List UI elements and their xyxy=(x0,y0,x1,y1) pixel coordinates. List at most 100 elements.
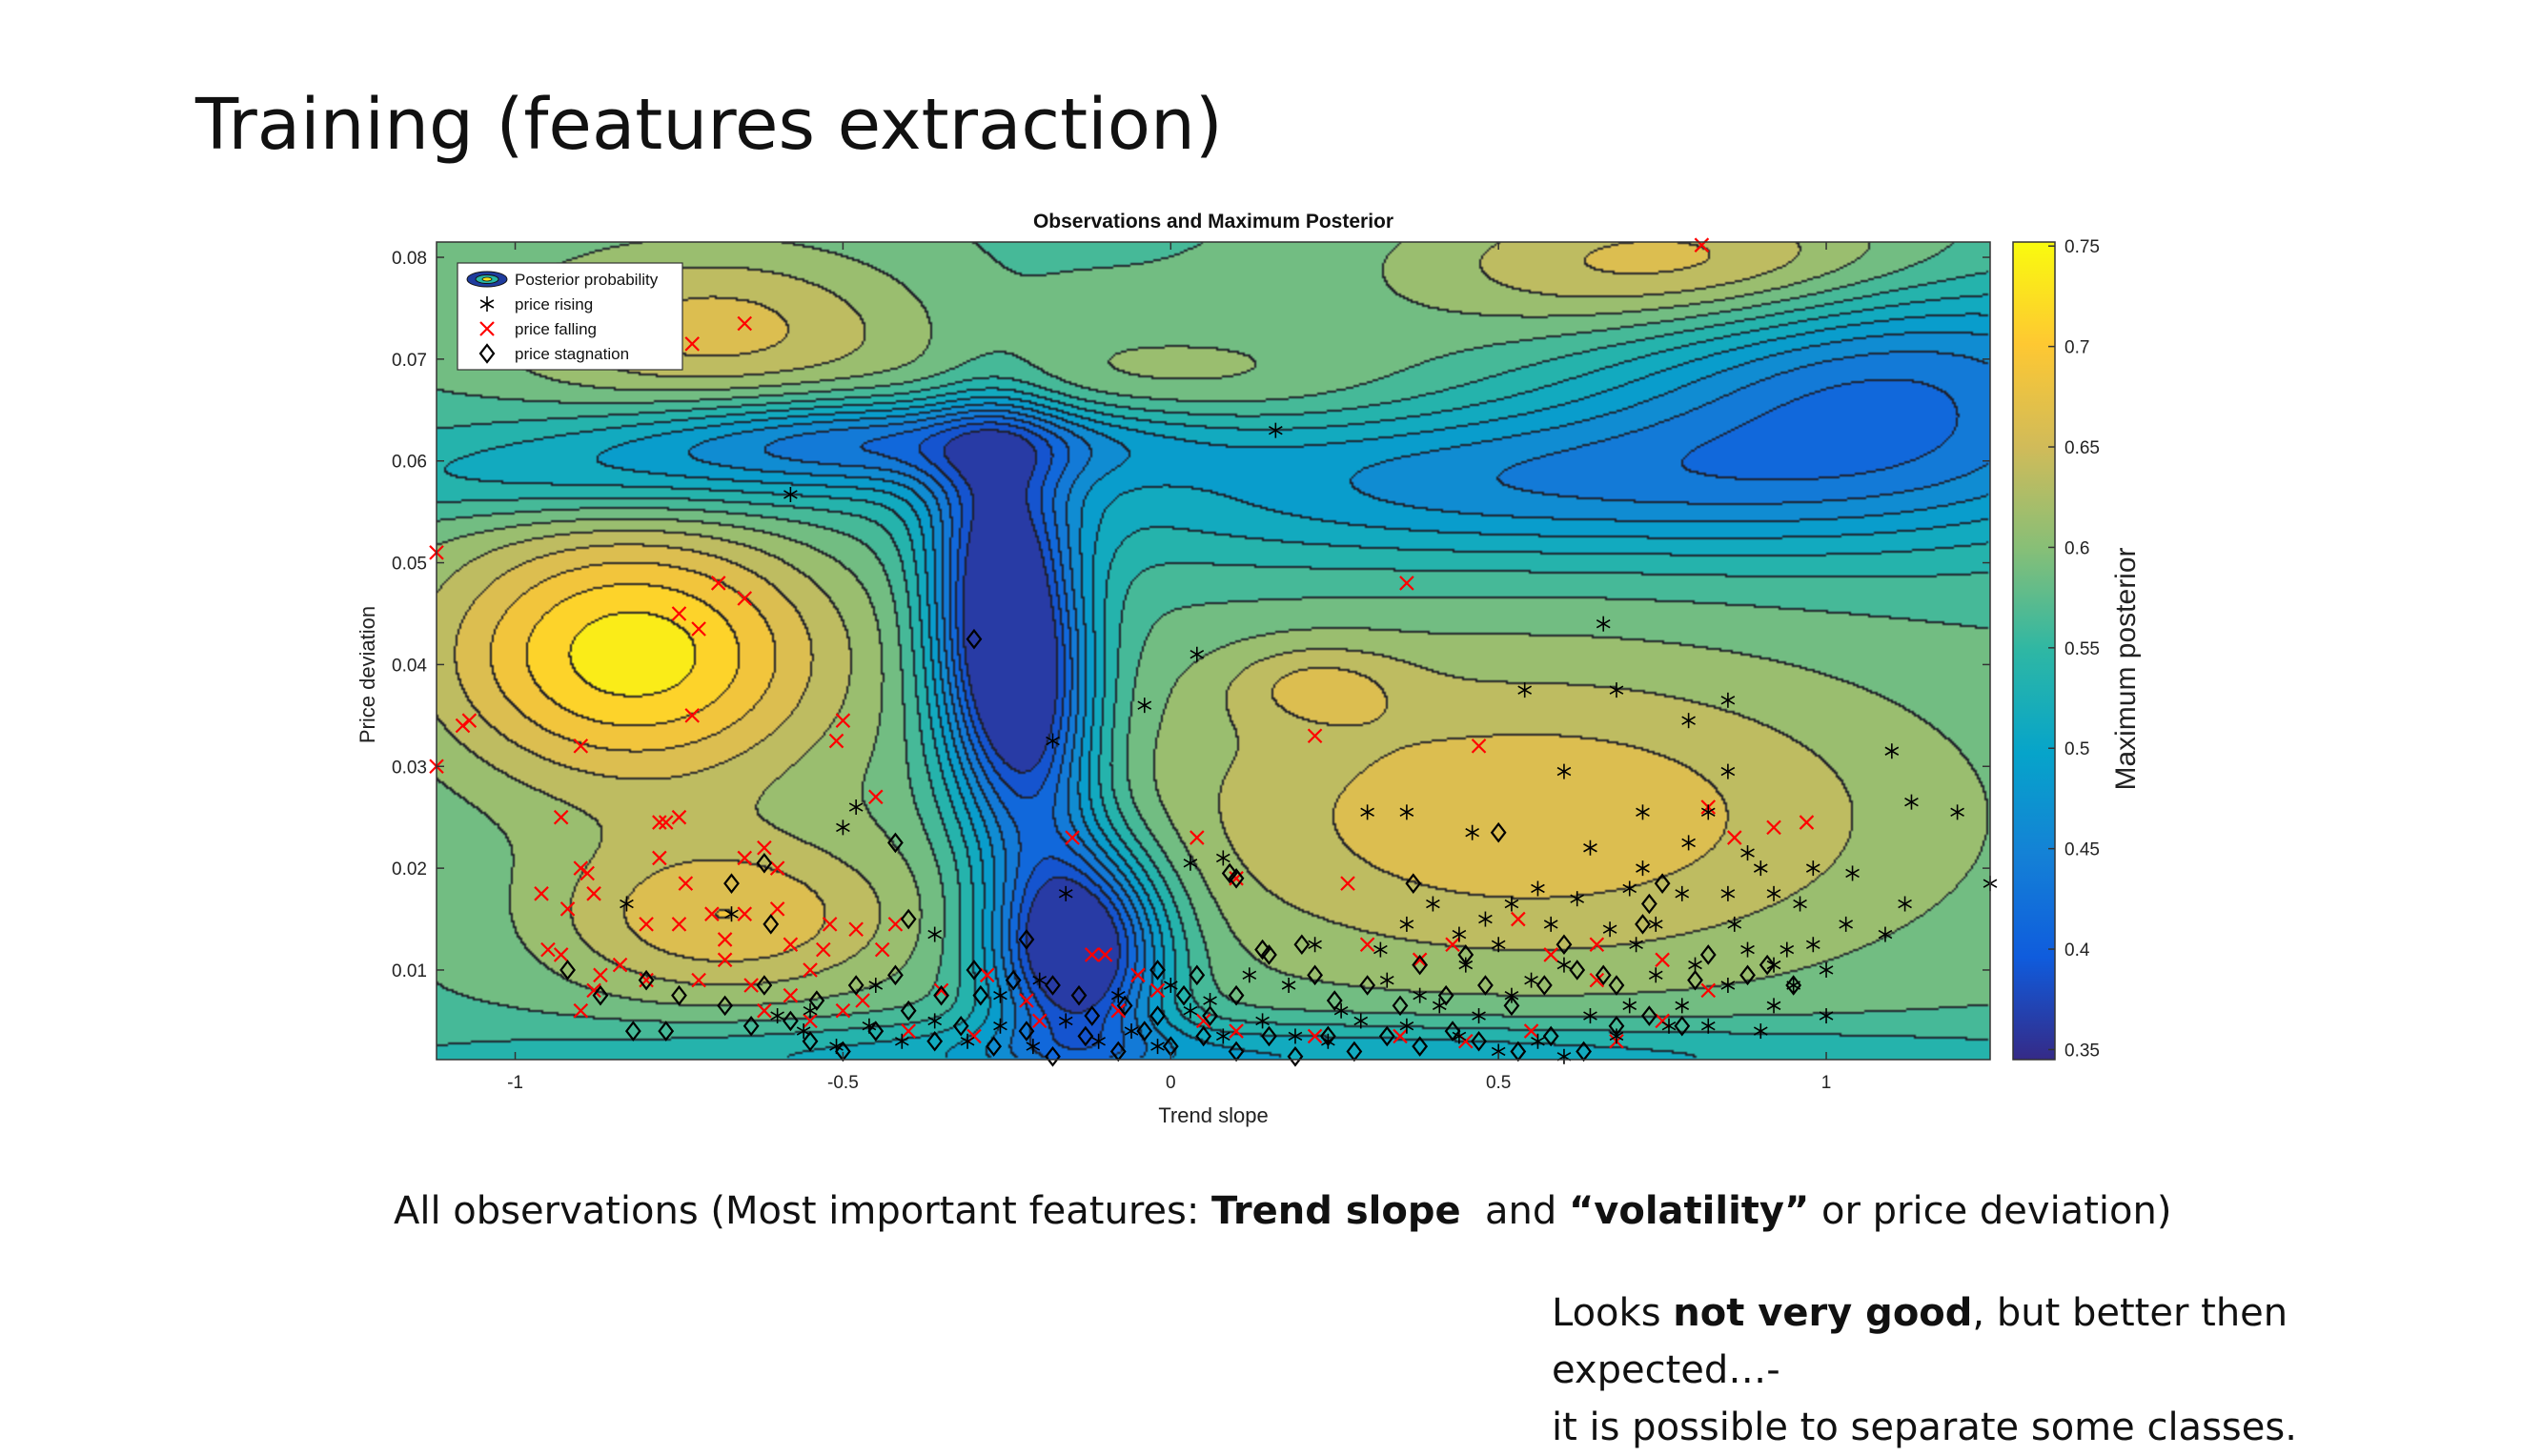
data-point xyxy=(1149,960,1166,981)
data-point xyxy=(1399,804,1414,820)
data-point xyxy=(1531,880,1545,897)
data-point xyxy=(710,576,726,591)
data-point xyxy=(1077,1025,1094,1047)
data-point xyxy=(1005,969,1022,991)
data-point xyxy=(1426,896,1440,912)
data-point xyxy=(724,906,739,922)
legend: Posterior probability price rising price f… xyxy=(457,262,683,371)
data-point xyxy=(639,917,654,932)
data-point xyxy=(1608,1015,1625,1037)
data-point xyxy=(1465,824,1479,840)
data-point xyxy=(835,1002,851,1019)
data-point xyxy=(717,995,734,1017)
data-point xyxy=(559,960,576,981)
data-point xyxy=(756,975,773,996)
data-point xyxy=(1589,972,1605,988)
data-point xyxy=(1635,914,1651,935)
data-point xyxy=(1511,911,1526,927)
data-point xyxy=(1084,947,1100,962)
data-point xyxy=(1595,964,1612,986)
data-point xyxy=(1136,1021,1153,1041)
data-point xyxy=(993,987,1007,1003)
data-point xyxy=(1884,743,1900,759)
plot-frame xyxy=(436,241,1991,1061)
data-point xyxy=(1202,1005,1218,1026)
data-point xyxy=(756,852,773,874)
data-point xyxy=(1491,937,1506,953)
data-point xyxy=(1116,995,1133,1017)
data-point xyxy=(855,993,870,1008)
series-asterisk xyxy=(620,422,1998,1064)
data-point xyxy=(1413,987,1427,1003)
data-point xyxy=(1720,763,1736,779)
data-point xyxy=(461,713,478,728)
data-point xyxy=(1700,982,1717,999)
data-point xyxy=(1556,957,1572,973)
data-point xyxy=(803,962,818,978)
data-point xyxy=(1793,896,1807,912)
x-tick-label: 1 xyxy=(1821,1073,1832,1093)
y-tick-label: 0.04 xyxy=(392,656,427,676)
data-point xyxy=(1215,1028,1230,1044)
data-point xyxy=(684,336,701,352)
data-point xyxy=(1583,1008,1597,1024)
data-point xyxy=(979,967,995,983)
data-point xyxy=(1110,987,1126,1003)
colorbar-tick-label: 0.35 xyxy=(2064,1041,2100,1061)
caption-bold-volatility: “volatility” xyxy=(1568,1189,1810,1233)
legend-swatch xyxy=(479,296,495,312)
data-point xyxy=(1432,998,1447,1014)
data-point xyxy=(960,1033,975,1049)
data-point xyxy=(1399,916,1414,932)
data-point xyxy=(1195,1013,1211,1029)
data-point xyxy=(1950,804,1964,820)
data-point xyxy=(1602,921,1617,938)
data-point xyxy=(1699,944,1717,965)
data-point xyxy=(737,315,753,332)
data-point xyxy=(836,819,850,836)
data-point xyxy=(658,1021,675,1041)
data-point xyxy=(1229,1023,1244,1039)
data-point xyxy=(1221,862,1238,884)
data-point xyxy=(586,982,601,999)
data-point xyxy=(1215,850,1230,866)
data-point xyxy=(1655,952,1670,968)
data-point xyxy=(1150,1039,1165,1055)
data-point xyxy=(1648,967,1663,983)
data-point xyxy=(1524,972,1538,988)
legend-item: Posterior probability xyxy=(466,271,659,289)
data-point xyxy=(1661,1018,1677,1034)
data-point xyxy=(1326,990,1343,1011)
note-bold: not very good xyxy=(1673,1291,1973,1335)
data-point xyxy=(1149,1005,1166,1026)
data-point xyxy=(624,1021,641,1041)
data-point xyxy=(900,908,917,930)
data-point xyxy=(671,917,687,932)
data-point xyxy=(1110,1002,1127,1019)
caption-note: Looks not very good, but better then exp… xyxy=(1552,1284,2505,1456)
data-point xyxy=(822,917,838,932)
y-tick-label: 0.02 xyxy=(392,859,427,880)
data-point xyxy=(1472,1008,1486,1024)
data-point xyxy=(1045,1046,1061,1067)
data-point xyxy=(1307,1028,1323,1044)
data-point xyxy=(1674,1015,1691,1037)
data-point xyxy=(1183,1002,1198,1019)
colorbar-tick-label: 0.65 xyxy=(2064,438,2100,458)
data-point xyxy=(684,708,701,723)
slide-title: Training (features extraction) xyxy=(195,84,1223,166)
data-point xyxy=(972,984,989,1006)
data-point xyxy=(1570,891,1585,907)
posterior-contour-map xyxy=(437,242,1990,1060)
data-point xyxy=(1149,982,1166,999)
data-point xyxy=(742,1015,760,1037)
data-point xyxy=(1307,964,1323,986)
legend-label: Posterior probability xyxy=(515,271,659,289)
data-point xyxy=(1556,763,1572,779)
data-point xyxy=(848,799,864,816)
note-line2: it is possible to separate some classes. xyxy=(1552,1405,2297,1449)
data-point xyxy=(1740,941,1755,958)
data-point xyxy=(1019,993,1034,1008)
data-point xyxy=(678,876,694,891)
data-point xyxy=(1379,972,1394,988)
